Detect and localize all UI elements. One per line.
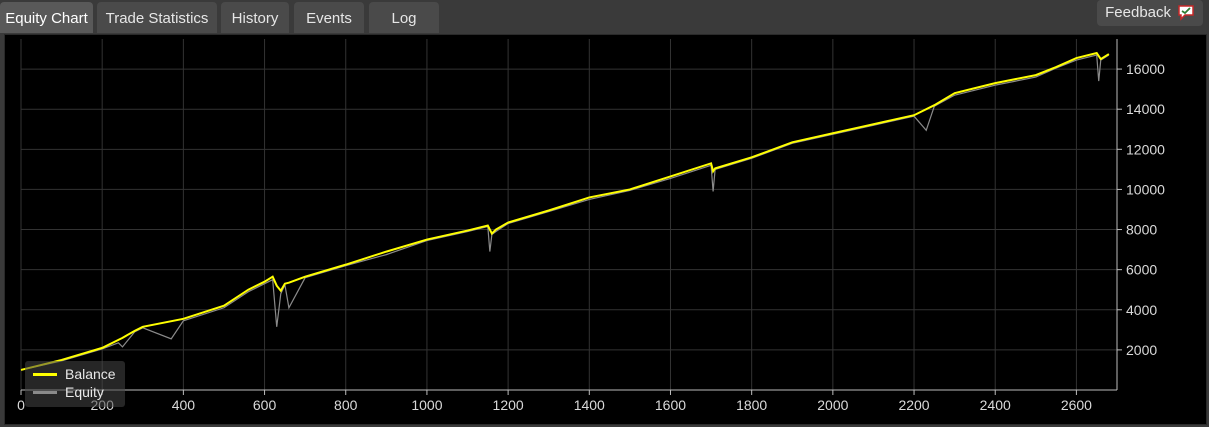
chart-legend: Balance Equity [25,361,125,407]
tab-trade-statistics[interactable]: Trade Statistics [97,2,217,33]
legend-swatch-balance [33,372,57,376]
tab-equity-chart[interactable]: Equity Chart [0,2,93,33]
x-tick-label: 2200 [898,397,929,413]
y-tick-label: 12000 [1126,141,1165,157]
legend-label-balance: Balance [65,366,116,382]
tab-log[interactable]: Log [369,2,439,33]
x-tick-label: 400 [172,397,196,413]
tab-events[interactable]: Events [294,2,364,33]
x-tick-label: 1200 [493,397,524,413]
y-tick-label: 14000 [1126,101,1165,117]
legend-swatch-equity [33,390,57,394]
equity-chart: 0200400600800100012001400160018002000220… [4,34,1207,425]
x-tick-label: 2600 [1061,397,1092,413]
x-tick-label: 800 [334,397,358,413]
x-tick-label: 600 [253,397,277,413]
feedback-button[interactable]: Feedback [1097,0,1203,26]
y-tick-label: 8000 [1126,222,1157,238]
legend-item-balance: Balance [33,366,116,382]
y-tick-label: 6000 [1126,262,1157,278]
tab-bar: Equity Chart Trade Statistics History Ev… [0,0,1209,34]
y-tick-label: 2000 [1126,342,1157,358]
x-tick-label: 0 [17,397,25,413]
x-tick-label: 1400 [574,397,605,413]
tab-history[interactable]: History [221,2,289,33]
speech-bubble-icon [1177,5,1195,21]
chart-svg: 0200400600800100012001400160018002000220… [17,39,1165,413]
x-tick-label: 1000 [411,397,442,413]
legend-item-equity: Equity [33,384,104,400]
x-tick-label: 2400 [980,397,1011,413]
legend-label-equity: Equity [65,384,104,400]
y-tick-label: 10000 [1126,181,1165,197]
x-tick-label: 1600 [655,397,686,413]
series-line-equity [20,54,1110,371]
x-tick-label: 1800 [736,397,767,413]
x-tick-label: 2000 [817,397,848,413]
feedback-label: Feedback [1105,4,1171,21]
series-line-balance [20,51,1110,371]
y-tick-label: 4000 [1126,302,1157,318]
y-tick-label: 16000 [1126,61,1165,77]
